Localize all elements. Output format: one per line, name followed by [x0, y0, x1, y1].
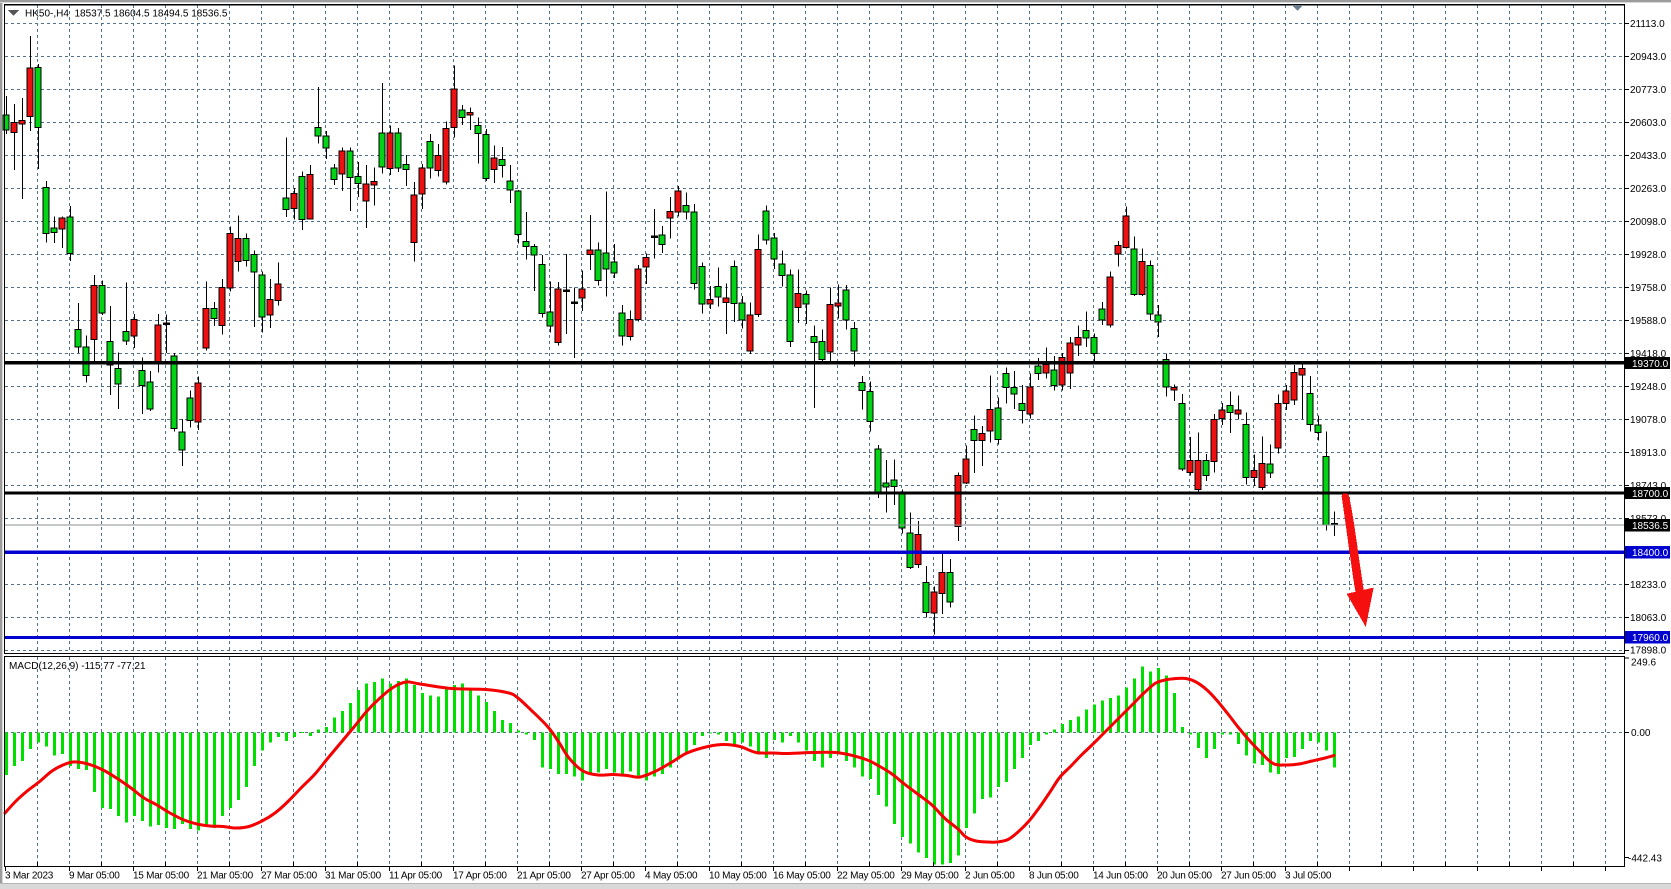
- svg-text:HK50-,H4 18537.5 18604.5 1849: HK50-,H4 18537.5 18604.5 18494.5 18536.5: [25, 9, 228, 20]
- svg-text:18913.0: 18913.0: [1630, 448, 1667, 459]
- svg-text:18400.0: 18400.0: [1632, 548, 1669, 559]
- svg-text:20773.0: 20773.0: [1630, 85, 1667, 96]
- svg-text:20433.0: 20433.0: [1630, 151, 1667, 162]
- svg-text:19078.0: 19078.0: [1630, 415, 1667, 426]
- svg-text:31 Mar 05:00: 31 Mar 05:00: [325, 871, 382, 882]
- svg-text:19588.0: 19588.0: [1630, 316, 1667, 327]
- svg-text:MACD(12,26,9) -115.77 -77.21: MACD(12,26,9) -115.77 -77.21: [9, 661, 146, 672]
- svg-text:17898.0: 17898.0: [1630, 646, 1667, 657]
- svg-text:11 Apr 05:00: 11 Apr 05:00: [389, 871, 443, 882]
- svg-text:9 Mar 05:00: 9 Mar 05:00: [69, 871, 120, 882]
- svg-text:4 May 05:00: 4 May 05:00: [645, 871, 698, 882]
- svg-text:18063.0: 18063.0: [1630, 613, 1667, 624]
- svg-text:19418.0: 19418.0: [1630, 349, 1667, 360]
- svg-text:14 Jun 05:00: 14 Jun 05:00: [1093, 871, 1149, 882]
- svg-text:20098.0: 20098.0: [1630, 217, 1667, 228]
- svg-text:17960.0: 17960.0: [1632, 633, 1669, 644]
- svg-text:-442.43: -442.43: [1628, 853, 1662, 864]
- svg-text:3 Jul 05:00: 3 Jul 05:00: [1285, 871, 1332, 882]
- svg-text:27 Apr 05:00: 27 Apr 05:00: [581, 871, 635, 882]
- svg-text:18233.0: 18233.0: [1630, 580, 1667, 591]
- svg-text:18743.0: 18743.0: [1630, 481, 1667, 492]
- svg-text:19758.0: 19758.0: [1630, 283, 1667, 294]
- svg-text:19248.0: 19248.0: [1630, 382, 1667, 393]
- svg-text:18700.0: 18700.0: [1632, 489, 1669, 500]
- svg-text:20943.0: 20943.0: [1630, 52, 1667, 63]
- svg-text:22 May 05:00: 22 May 05:00: [837, 871, 895, 882]
- svg-text:249.6: 249.6: [1631, 658, 1656, 669]
- svg-text:20603.0: 20603.0: [1630, 118, 1667, 129]
- svg-text:21 Mar 05:00: 21 Mar 05:00: [197, 871, 254, 882]
- svg-text:20263.0: 20263.0: [1630, 184, 1667, 195]
- svg-text:27 Mar 05:00: 27 Mar 05:00: [261, 871, 318, 882]
- svg-text:19928.0: 19928.0: [1630, 250, 1667, 261]
- svg-text:2 Jun 05:00: 2 Jun 05:00: [965, 871, 1015, 882]
- svg-text:3 Mar 2023: 3 Mar 2023: [5, 871, 54, 882]
- svg-text:20 Jun 05:00: 20 Jun 05:00: [1157, 871, 1213, 882]
- svg-text:19370.0: 19370.0: [1632, 359, 1669, 370]
- svg-text:27 Jun 05:00: 27 Jun 05:00: [1221, 871, 1277, 882]
- svg-text:10 May 05:00: 10 May 05:00: [709, 871, 767, 882]
- svg-text:21113.0: 21113.0: [1630, 19, 1665, 30]
- svg-text:8 Jun 05:00: 8 Jun 05:00: [1029, 871, 1079, 882]
- svg-text:21 Apr 05:00: 21 Apr 05:00: [517, 871, 571, 882]
- svg-text:29 May 05:00: 29 May 05:00: [901, 871, 959, 882]
- svg-text:16 May 05:00: 16 May 05:00: [773, 871, 831, 882]
- svg-text:17 Apr 05:00: 17 Apr 05:00: [453, 871, 507, 882]
- svg-text:0.00: 0.00: [1631, 728, 1651, 739]
- svg-text:18536.5: 18536.5: [1632, 521, 1669, 532]
- svg-text:15 Mar 05:00: 15 Mar 05:00: [133, 871, 190, 882]
